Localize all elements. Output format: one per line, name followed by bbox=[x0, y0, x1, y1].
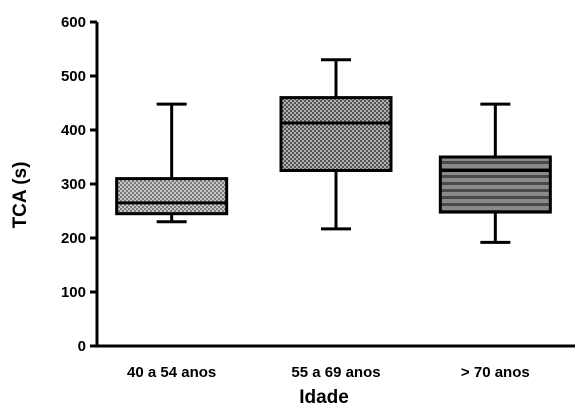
y-tick-label: 400 bbox=[61, 122, 86, 139]
x-axis-title: Idade bbox=[299, 387, 349, 408]
box-1 bbox=[115, 102, 229, 224]
y-tick-label: 100 bbox=[61, 284, 86, 301]
y-axis-title: TCA (s) bbox=[10, 162, 31, 229]
x-tick-label: 55 a 69 anos bbox=[291, 364, 380, 381]
y-tick-label: 500 bbox=[61, 68, 86, 85]
box-3 bbox=[438, 102, 552, 244]
y-tick-label: 300 bbox=[61, 176, 86, 193]
iqr-box bbox=[279, 96, 393, 172]
y-tick-label: 200 bbox=[61, 230, 86, 247]
x-axis: 40 a 54 anos 55 a 69 anos > 70 anos bbox=[96, 344, 575, 381]
iqr-box bbox=[438, 155, 552, 214]
iqr-box bbox=[115, 177, 229, 216]
x-tick-label: > 70 anos bbox=[461, 364, 530, 381]
y-tick-label: 0 bbox=[78, 338, 86, 355]
boxes-group bbox=[115, 58, 552, 244]
box-2 bbox=[279, 58, 393, 231]
x-tick-label: 40 a 54 anos bbox=[127, 364, 216, 381]
y-axis: 0 100 200 300 400 500 600 bbox=[61, 14, 99, 355]
y-tick-label: 600 bbox=[61, 14, 86, 31]
